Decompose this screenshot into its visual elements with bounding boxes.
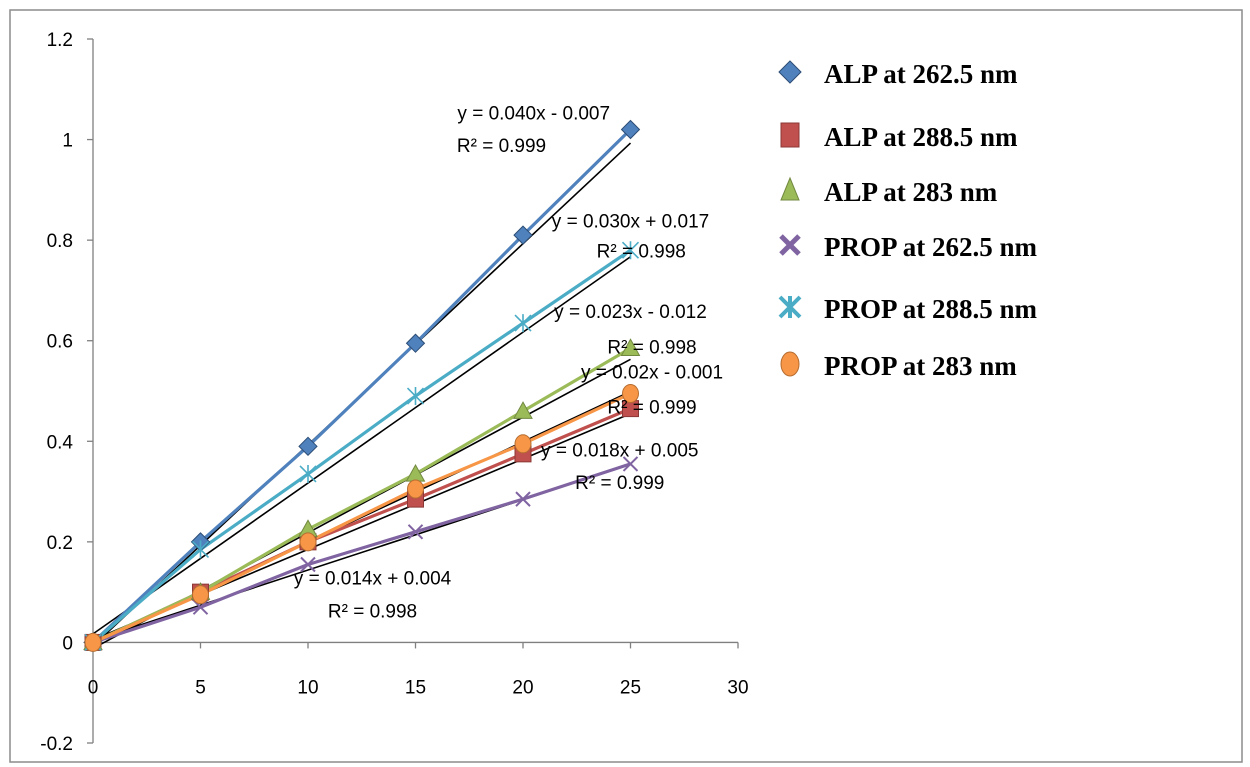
data-point — [622, 456, 639, 472]
legend-label: PROP at 288.5 nm — [824, 294, 1038, 324]
legend-label: ALP at 283 nm — [824, 177, 998, 207]
y-tick-label: -0.2 — [40, 734, 73, 755]
trendline-4 — [92, 256, 631, 635]
trendline-r-squared: R² = 0.999 — [575, 473, 664, 494]
trendline-r-squared: R² = 0.998 — [607, 337, 696, 358]
data-point — [405, 333, 426, 353]
data-point — [407, 524, 424, 540]
data-point — [621, 241, 640, 260]
trendline-equation: y = 0.023x - 0.012 — [554, 302, 707, 323]
trendline-equation: y = 0.02x - 0.001 — [581, 362, 723, 383]
y-tick-label: 1.2 — [47, 30, 73, 51]
data-point — [620, 338, 641, 356]
legend-marker — [780, 122, 800, 148]
y-tick-label: 1 — [62, 131, 73, 152]
series-markers — [83, 119, 641, 653]
series-line-3 — [92, 462, 631, 644]
x-tick-label: 30 — [727, 677, 748, 698]
series-line-5 — [92, 392, 632, 644]
x-tick-label: 5 — [195, 677, 206, 698]
legend-marker — [780, 176, 800, 201]
trendline-r-squared: R² = 0.998 — [597, 242, 686, 263]
legend-label: PROP at 262.5 nm — [824, 232, 1038, 262]
y-tick-label: 0.4 — [47, 432, 74, 453]
legend: ALP at 262.5 nm ALP at 288.5 nm ALP at 283… — [778, 59, 1038, 381]
data-point — [300, 556, 316, 573]
trendline-equation: y = 0.030x + 0.017 — [552, 212, 709, 233]
trendline-equation: y = 0.014x + 0.004 — [294, 569, 452, 590]
data-point — [514, 434, 532, 454]
data-point — [192, 585, 209, 605]
y-tick-label: 0.8 — [47, 231, 73, 252]
data-point — [84, 632, 102, 652]
data-point — [622, 384, 639, 404]
data-point — [407, 479, 424, 499]
x-tick-label: 15 — [405, 677, 426, 698]
trendline-equation: y = 0.018x + 0.005 — [541, 440, 698, 461]
trendline-equation: y = 0.040x - 0.007 — [457, 103, 610, 124]
data-point — [298, 436, 318, 457]
data-point — [620, 119, 641, 140]
legend-label: ALP at 288.5 nm — [824, 122, 1018, 152]
trendline-r-squared: R² = 0.999 — [607, 398, 696, 419]
y-tick-label: 0.2 — [47, 533, 73, 554]
legend-marker — [778, 60, 802, 84]
series-line-0 — [91, 128, 632, 644]
data-point — [299, 464, 317, 483]
legend-label: PROP at 283 nm — [824, 351, 1017, 381]
series-line-4 — [91, 248, 632, 644]
data-point — [191, 540, 210, 559]
trendline-annotations: y = 0.040x - 0.007 R² = 0.999 y = 0.030x +… — [294, 103, 723, 622]
trendline-r-squared: R² = 0.999 — [457, 136, 546, 157]
legend-marker — [779, 234, 801, 256]
data-point — [299, 532, 317, 552]
x-tick-label: 0 — [88, 677, 99, 698]
axes: -0.2 0 0.2 0.4 0.6 0.8 1 1.2 0 5 10 15 20 25 30 — [40, 30, 748, 755]
data-point — [513, 225, 533, 245]
legend-marker — [780, 351, 800, 377]
trendline-r-squared: R² = 0.998 — [328, 601, 417, 622]
x-tick-label: 25 — [620, 677, 641, 698]
legend-marker — [778, 295, 802, 319]
y-tick-label: 0.6 — [47, 332, 73, 353]
series-lines — [91, 128, 632, 644]
data-point — [513, 401, 533, 419]
series-line-2 — [92, 346, 632, 644]
data-point — [514, 314, 532, 333]
x-tick-label: 20 — [512, 677, 533, 698]
legend-label: ALP at 262.5 nm — [824, 59, 1018, 89]
y-tick-label: 0 — [62, 633, 73, 654]
data-point — [515, 491, 531, 507]
x-tick-label: 10 — [297, 677, 318, 698]
data-point — [406, 387, 425, 406]
